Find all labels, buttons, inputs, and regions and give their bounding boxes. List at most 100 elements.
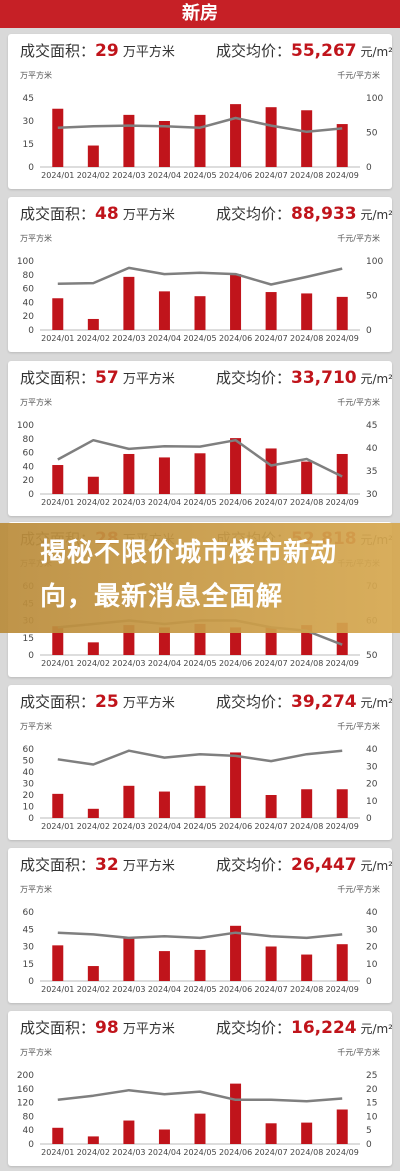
right-axis-unit: 千元/平方米: [337, 1047, 380, 1057]
x-tick-label: 2024/05: [183, 659, 216, 668]
bar: [52, 945, 64, 981]
left-tick-label: 60: [23, 908, 35, 918]
x-tick-label: 2024/07: [254, 171, 287, 180]
article-title: 揭秘不限价城市楼市新动向，最新消息全面解: [40, 538, 338, 612]
x-tick-label: 2024/07: [254, 985, 287, 994]
price-summary: 成交均价：33,710 元/m²: [216, 368, 392, 388]
area-label: 成交面积：: [20, 369, 95, 387]
x-tick-label: 2024/06: [219, 822, 252, 831]
x-tick-label: 2024/04: [148, 659, 181, 668]
x-tick-label: 2024/06: [219, 985, 252, 994]
x-tick-label: 2024/02: [77, 985, 110, 994]
area-unit: 万平方米: [119, 695, 175, 711]
right-tick-label: 30: [366, 490, 378, 500]
left-tick-label: 20: [23, 312, 35, 322]
left-tick-label: 30: [23, 117, 35, 127]
bar: [123, 785, 135, 818]
price-summary: 成交均价：39,274 元/m²: [216, 692, 392, 712]
left-axis-unit: 万平方米: [20, 721, 52, 731]
right-axis-unit: 千元/平方米: [337, 70, 380, 80]
left-tick-label: 45: [23, 94, 34, 104]
bar: [52, 626, 64, 655]
bar: [123, 114, 135, 167]
bar: [336, 944, 348, 981]
bar: [194, 785, 206, 818]
area-value: 32: [95, 855, 119, 875]
x-tick-label: 2024/06: [219, 498, 252, 507]
x-tick-label: 2024/01: [41, 171, 74, 180]
left-tick-label: 15: [23, 634, 34, 644]
bar: [158, 1129, 170, 1144]
price-unit: 元/m²: [357, 1022, 392, 1036]
price-label: 成交均价：: [216, 856, 291, 874]
bar: [301, 461, 313, 494]
right-tick-label: 0: [366, 326, 372, 336]
x-tick-label: 2024/05: [183, 171, 216, 180]
left-tick-label: 200: [17, 1071, 34, 1081]
x-tick-label: 2024/08: [290, 334, 323, 343]
x-tick-label: 2024/01: [41, 659, 74, 668]
left-tick-label: 10: [23, 803, 35, 813]
price-value: 26,447: [291, 855, 357, 875]
right-tick-label: 0: [366, 814, 372, 824]
right-tick-label: 20: [366, 1085, 378, 1095]
x-tick-label: 2024/02: [77, 659, 110, 668]
right-tick-label: 10: [366, 797, 378, 807]
bar: [158, 121, 170, 167]
x-tick-label: 2024/09: [326, 822, 359, 831]
right-tick-label: 10: [366, 1112, 378, 1122]
price-label: 成交均价：: [216, 693, 291, 711]
x-tick-label: 2024/07: [254, 822, 287, 831]
bar: [230, 925, 242, 981]
left-tick-label: 15: [23, 960, 34, 970]
left-tick-label: 45: [23, 925, 34, 935]
bar: [123, 1120, 135, 1144]
bar: [301, 293, 313, 330]
price-summary: 成交均价：16,224 元/m²: [216, 1018, 392, 1038]
left-tick-label: 100: [17, 257, 34, 267]
bar: [87, 476, 99, 494]
left-tick-label: 160: [17, 1085, 34, 1095]
bar: [87, 642, 99, 655]
left-tick-label: 80: [23, 435, 35, 445]
x-tick-label: 2024/03: [112, 1148, 145, 1157]
x-tick-label: 2024/05: [183, 985, 216, 994]
left-axis-unit: 万平方米: [20, 70, 52, 80]
bar: [52, 793, 64, 818]
area-summary: 成交面积：32 万平方米: [20, 855, 175, 875]
bar: [230, 438, 242, 494]
right-tick-label: 50: [366, 292, 378, 302]
x-tick-label: 2024/07: [254, 498, 287, 507]
x-tick-label: 2024/07: [254, 659, 287, 668]
chart-panel: 成交面积：98 万平方米 成交均价：16,224 元/m² 万平方米 千元/平方米 0 4…: [8, 1011, 392, 1166]
bar: [336, 124, 348, 167]
right-tick-label: 100: [366, 257, 383, 267]
x-tick-label: 2024/01: [41, 334, 74, 343]
x-tick-label: 2024/08: [290, 822, 323, 831]
article-title-banner: [0, 523, 400, 633]
right-tick-label: 100: [366, 94, 383, 104]
x-tick-label: 2024/01: [41, 498, 74, 507]
bar: [87, 966, 99, 981]
left-tick-label: 100: [17, 421, 34, 431]
area-unit: 万平方米: [119, 858, 175, 874]
left-tick-label: 40: [23, 768, 35, 778]
bar: [265, 795, 277, 818]
price-line: [57, 931, 343, 940]
x-tick-label: 2024/08: [290, 659, 323, 668]
bar: [336, 453, 348, 494]
bar: [230, 752, 242, 818]
x-tick-label: 2024/08: [290, 985, 323, 994]
bar: [87, 145, 99, 167]
area-summary: 成交面积：48 万平方米: [20, 204, 175, 224]
bar: [230, 627, 242, 655]
price-value: 39,274: [291, 692, 357, 712]
price-value: 33,710: [291, 368, 357, 388]
right-tick-label: 35: [366, 467, 377, 477]
x-tick-label: 2024/04: [148, 334, 181, 343]
x-tick-label: 2024/09: [326, 985, 359, 994]
